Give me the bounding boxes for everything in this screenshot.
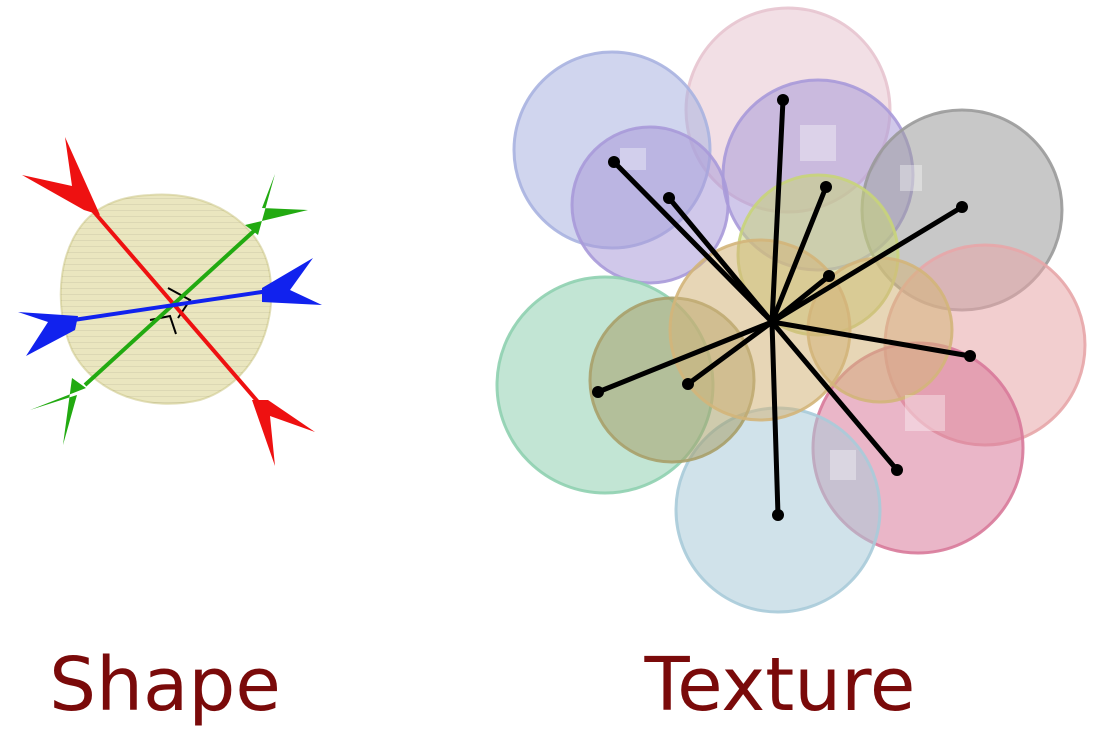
spoke-endpoint: [772, 509, 784, 521]
spoke: [769, 319, 973, 359]
spoke: [769, 319, 900, 473]
spoke: [769, 319, 781, 518]
arrowhead-icon: [245, 174, 308, 235]
texture-caption: Texture: [644, 642, 916, 728]
spoke: [769, 204, 965, 325]
spoke-endpoint: [964, 350, 976, 362]
spoke-endpoint: [592, 386, 604, 398]
spoke-endpoint: [891, 464, 903, 476]
spoke-endpoint: [608, 156, 620, 168]
spoke: [769, 184, 829, 325]
texture-voxel-highlights: [620, 125, 945, 480]
spoke: [611, 159, 775, 325]
texture-panel: [495, 6, 1087, 614]
texture-spokes: [592, 94, 976, 521]
arrowhead-icon: [252, 400, 315, 466]
shape-caption: Shape: [49, 642, 281, 728]
spoke-endpoint: [682, 378, 694, 390]
arrowhead-icon: [18, 312, 78, 356]
arrowhead-icon: [22, 137, 100, 215]
spoke-endpoint: [820, 181, 832, 193]
shape-panel: [18, 137, 322, 466]
spoke: [769, 273, 832, 325]
red-axis: [22, 137, 315, 466]
arrowhead-icon: [262, 258, 322, 305]
spoke: [595, 319, 775, 395]
spoke-endpoint: [777, 94, 789, 106]
blue-axis: [18, 258, 322, 356]
spoke: [666, 195, 775, 325]
spoke: [685, 319, 775, 387]
shape-voxel-blob: [59, 193, 273, 405]
spoke-endpoint: [663, 192, 675, 204]
arrowhead-icon: [30, 378, 86, 445]
spoke-endpoint: [823, 270, 835, 282]
spoke: [769, 97, 786, 325]
spoke-endpoint: [956, 201, 968, 213]
